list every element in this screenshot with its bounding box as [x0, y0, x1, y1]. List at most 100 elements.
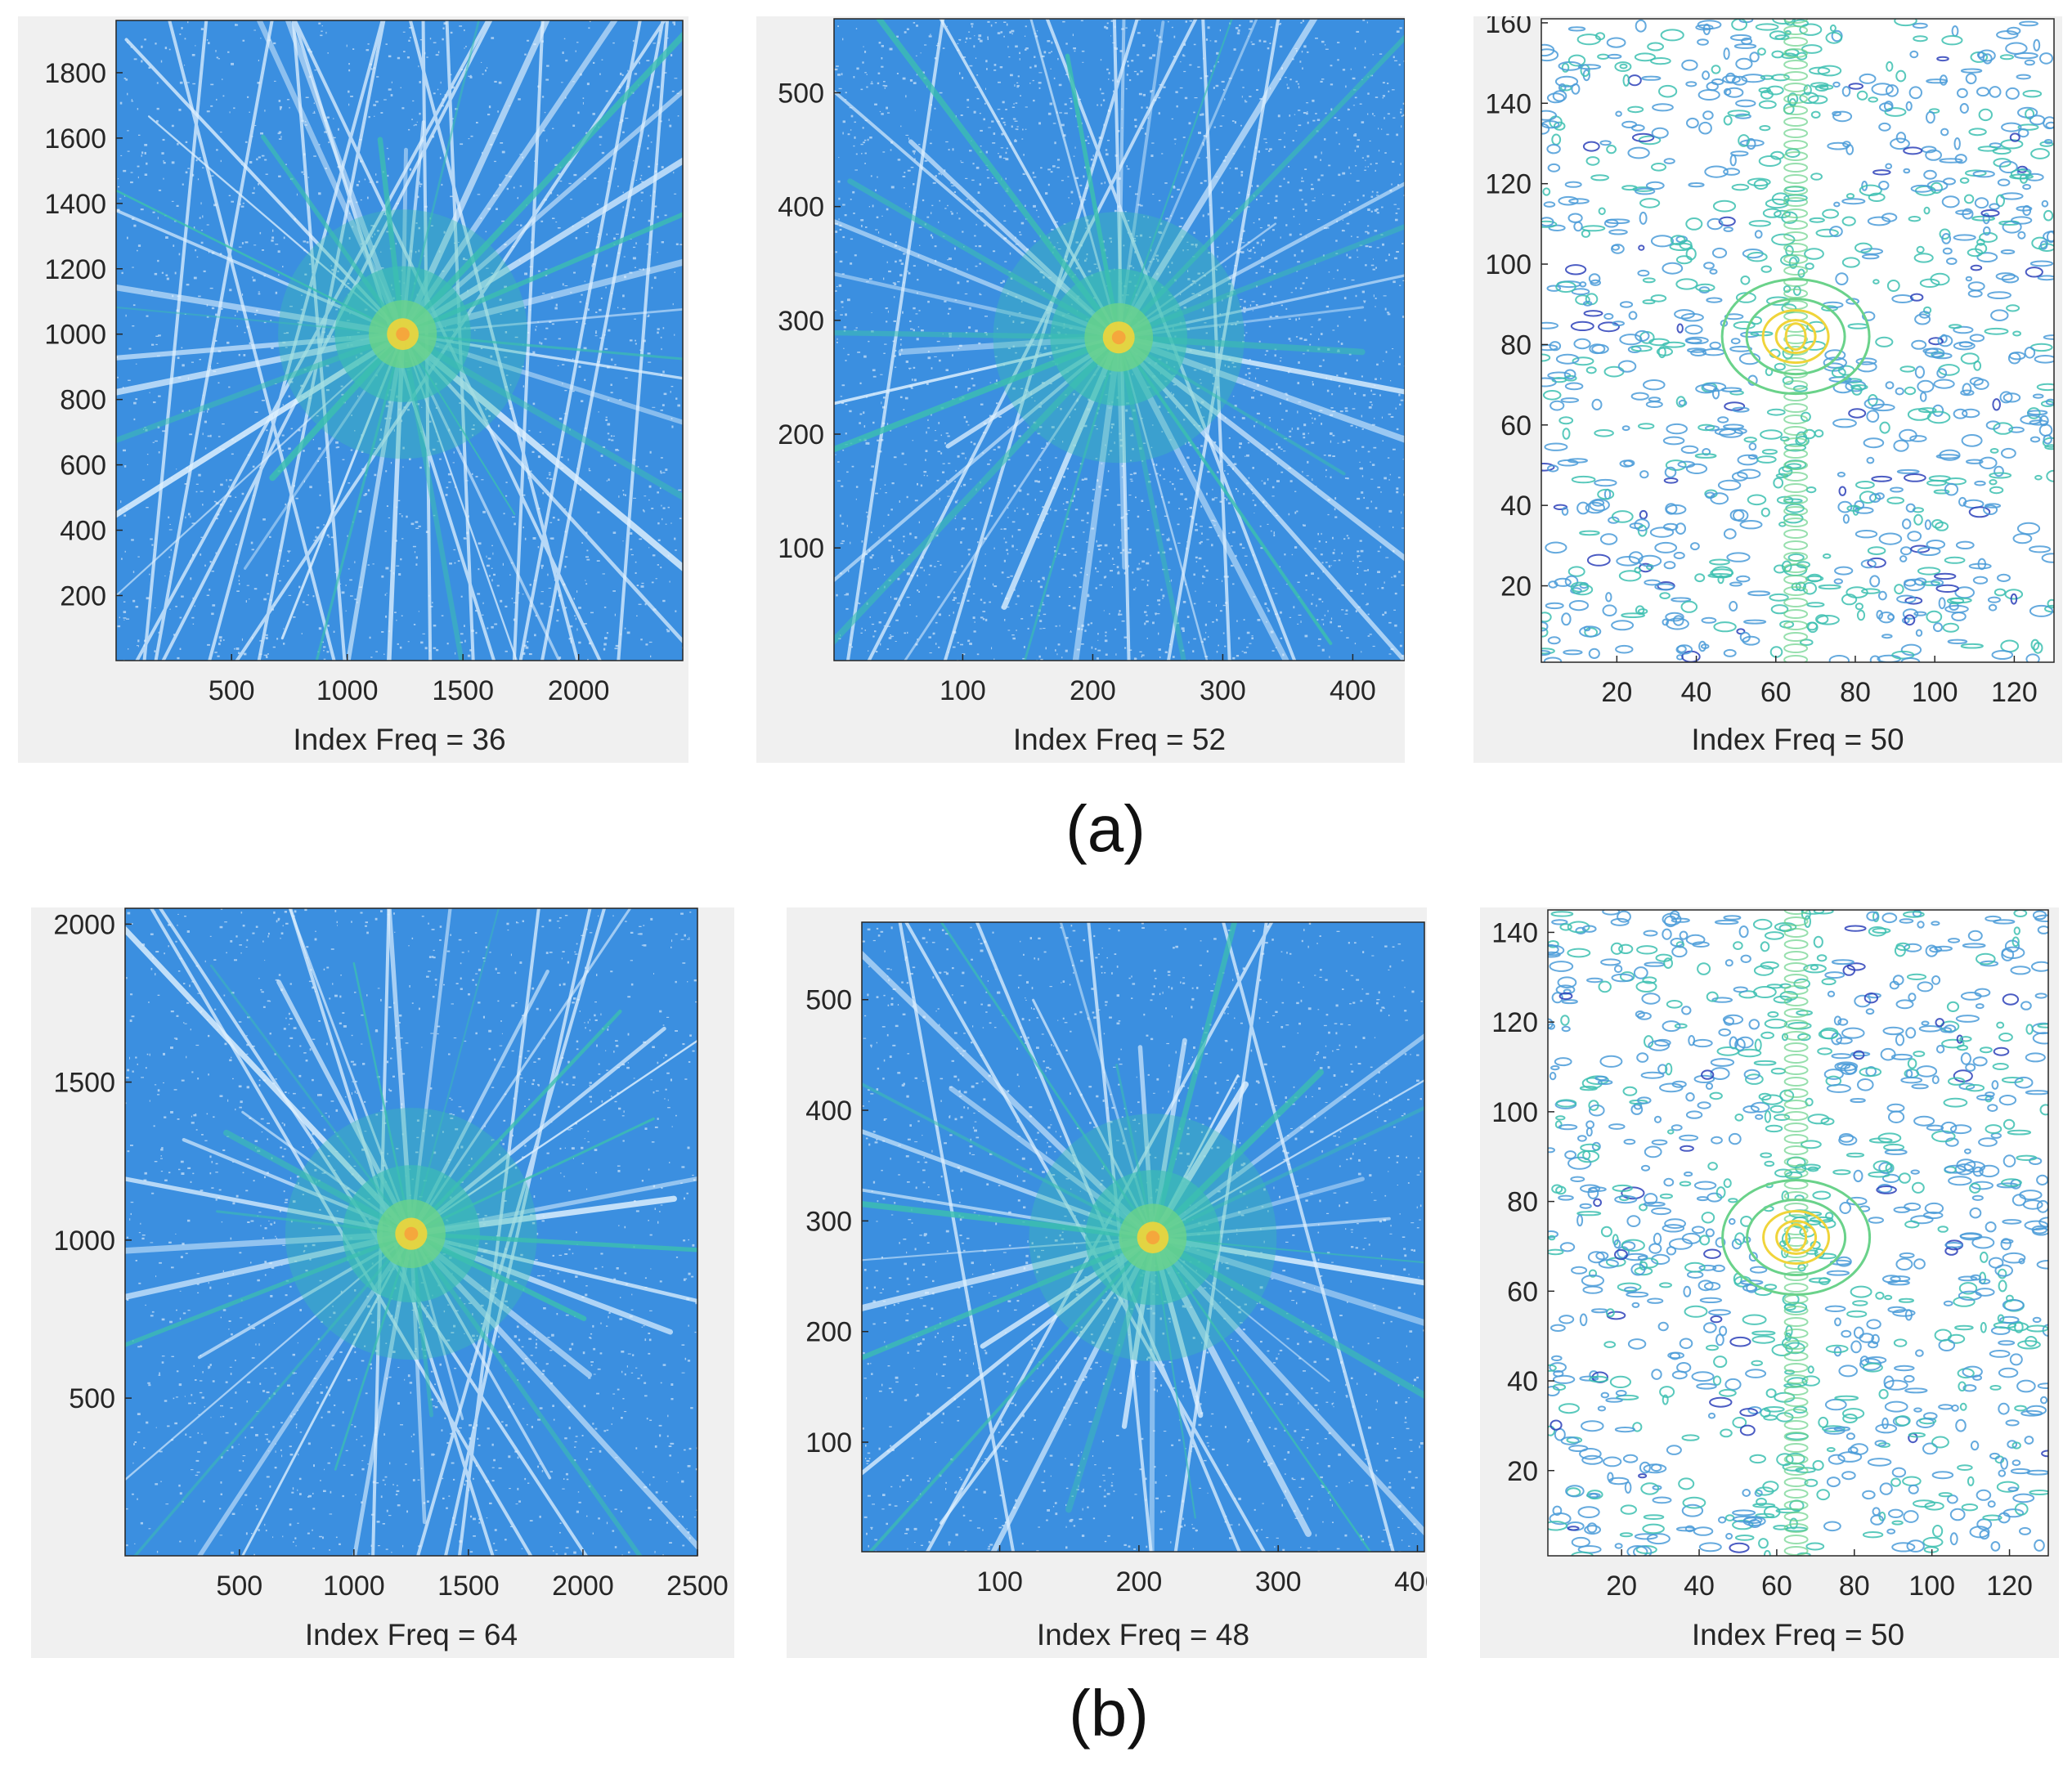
x-tick-label: 1000	[316, 675, 379, 706]
central-peak	[1721, 1179, 1872, 1296]
chart-b1: 500 1000 1500 2000 2500 500 1000 1500 2000 Index …	[53, 907, 729, 1651]
x-tick-label: 1000	[323, 1571, 385, 1602]
axes-frame	[115, 20, 684, 661]
central-peak	[1029, 1114, 1277, 1362]
x-tick-label: 500	[216, 1571, 262, 1602]
radial-rays	[116, 20, 683, 661]
y-tick-label: 500	[805, 985, 852, 1016]
x-tick-label: 60	[1761, 1571, 1792, 1602]
plot-area	[1548, 910, 2048, 1556]
x-tick-label: 2000	[552, 1571, 614, 1602]
row-label-b: (b)	[1069, 1677, 1149, 1750]
y-tick-label: 400	[778, 192, 824, 223]
y-tick-label: 100	[1485, 249, 1532, 280]
y-tick-label: 300	[805, 1206, 852, 1237]
x-tick-label: 100	[940, 675, 986, 706]
y-tick-label: 200	[805, 1317, 852, 1348]
y-tick-label: 2000	[53, 909, 115, 940]
x-tick-label: 100	[1912, 677, 1958, 708]
panel-a2: 100 200 300 400 100 200 300 400 500 Index Freq = …	[756, 16, 1405, 763]
x-tick-label: 200	[1116, 1566, 1163, 1597]
x-tick-label: 500	[209, 675, 255, 706]
x-tick-label: 20	[1601, 677, 1632, 708]
y-tick-label: 200	[778, 419, 824, 450]
x-axis-label: Index Freq = 48	[1037, 1618, 1249, 1651]
x-tick-label: 1500	[437, 1571, 500, 1602]
axes-frame	[124, 907, 698, 1557]
y-tick-label: 400	[805, 1096, 852, 1127]
axes-frame	[861, 921, 1425, 1553]
y-tick-label: 400	[60, 516, 106, 547]
row-label-a: (a)	[1065, 792, 1146, 865]
central-peak	[285, 1108, 537, 1360]
chart-b3: 20 40 60 80 100 120 20 40 60 80 100 120 140 Index Fre…	[1491, 909, 2049, 1651]
y-tick-label: 40	[1507, 1366, 1538, 1397]
chart-a2: 100 200 300 400 100 200 300 400 500 Index Freq = …	[778, 18, 1405, 756]
x-tick-label: 300	[1255, 1566, 1302, 1597]
y-tick-label: 1000	[44, 320, 106, 351]
x-tick-label: 40	[1681, 677, 1712, 708]
chart-b2: 100 200 300 400 100 200 300 400 500 Index Freq = …	[805, 921, 1427, 1651]
y-tick-label: 40	[1500, 491, 1532, 522]
y-tick-label: 1600	[44, 123, 106, 155]
x-tick-label: 1500	[432, 675, 494, 706]
y-tick-label: 100	[805, 1427, 852, 1459]
y-tick-label: 300	[778, 306, 824, 337]
y-tick-label: 80	[1507, 1187, 1538, 1218]
y-tick-label: 800	[60, 385, 106, 416]
x-axis-label: Index Freq = 36	[293, 723, 505, 756]
x-tick-label: 100	[1908, 1571, 1955, 1602]
panel-b2: 100 200 300 400 100 200 300 400 500 Index Freq = …	[787, 907, 1427, 1658]
y-tick-label: 600	[60, 450, 106, 482]
y-tick-label: 1000	[53, 1226, 115, 1257]
plot-area	[834, 19, 1405, 661]
plot-area	[1541, 19, 2054, 662]
y-tick-label: 140	[1491, 917, 1538, 948]
contour-noise	[1548, 910, 2048, 1556]
y-tick-label: 1400	[44, 189, 106, 220]
x-tick-label: 400	[1330, 675, 1376, 706]
y-tick-label: 60	[1500, 410, 1532, 441]
y-tick-label: 60	[1507, 1276, 1538, 1307]
y-tick-label: 500	[69, 1383, 115, 1414]
x-axis-label: Index Freq = 50	[1692, 1618, 1904, 1651]
x-axis-label: Index Freq = 64	[305, 1618, 518, 1651]
central-peak	[993, 212, 1245, 464]
y-tick-label: 1800	[44, 58, 106, 89]
y-tick-label: 200	[60, 580, 106, 612]
y-tick-label: 120	[1485, 169, 1532, 200]
y-tick-label: 80	[1500, 329, 1532, 361]
y-tick-label: 120	[1491, 1007, 1538, 1038]
panel-b3: 20 40 60 80 100 120 20 40 60 80 100 120 140 Index Fre…	[1480, 907, 2059, 1658]
x-tick-label: 80	[1839, 1571, 1870, 1602]
x-tick-label: 120	[1991, 677, 2038, 708]
x-tick-label: 2500	[666, 1571, 729, 1602]
y-tick-label: 140	[1485, 88, 1532, 119]
axes-frame	[833, 18, 1405, 661]
y-tick-label: 20	[1507, 1456, 1538, 1487]
plot-area	[862, 922, 1424, 1552]
x-tick-label: 100	[976, 1566, 1023, 1597]
panel-b1: 500 1000 1500 2000 2500 500 1000 1500 2000 Index …	[31, 907, 734, 1658]
x-axis-label: Index Freq = 52	[1013, 723, 1226, 756]
x-tick-label: 300	[1200, 675, 1246, 706]
y-tick-label: 500	[778, 78, 824, 109]
y-tick-label: 1200	[44, 254, 106, 285]
y-tick-label: 100	[778, 533, 824, 564]
central-peak	[1720, 278, 1871, 396]
y-tick-label: 160	[1485, 16, 1532, 39]
y-tick-label: 100	[1491, 1097, 1538, 1128]
x-tick-label: 40	[1684, 1571, 1715, 1602]
x-tick-label: 200	[1070, 675, 1116, 706]
plot-area	[125, 908, 697, 1556]
y-tick-label: 1500	[53, 1068, 115, 1099]
axes-frame	[1541, 18, 2055, 663]
panel-a1: 500 1000 1500 2000 200 400 600 800 1000 1200 1400 1…	[18, 16, 688, 763]
chart-a1: 500 1000 1500 2000 200 400 600 800 1000 1200 1400 1…	[44, 20, 684, 756]
x-axis-label: Index Freq = 50	[1691, 723, 1904, 756]
contour-noise	[1541, 19, 2054, 662]
x-tick-label: 20	[1606, 1571, 1637, 1602]
x-tick-label: 120	[1986, 1571, 2033, 1602]
x-tick-label: 400	[1394, 1566, 1427, 1597]
central-peak	[278, 209, 528, 459]
